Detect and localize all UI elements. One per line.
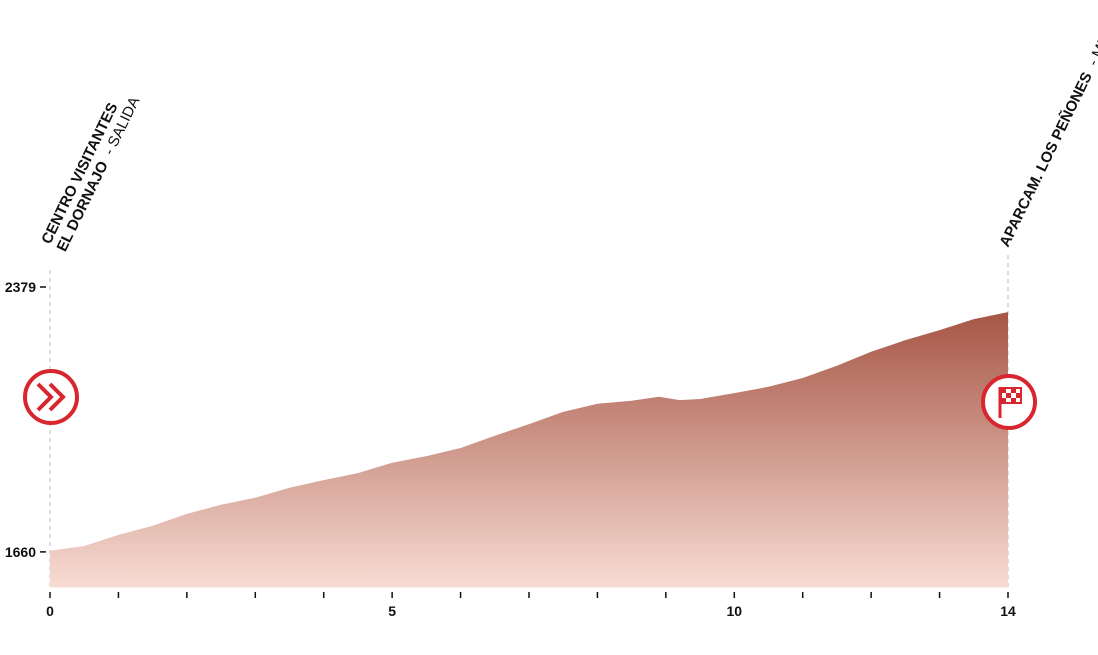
x-tick-label: 0 (46, 603, 54, 619)
y-tick-label: 1660 (5, 544, 36, 560)
finish-label: APARCAM. LOS PEÑONES - META (995, 16, 1098, 250)
finish-line-1: APARCAM. LOS PEÑONES (995, 69, 1095, 250)
elevation-area (50, 312, 1008, 588)
start-label: CENTRO VISITANTES EL DORNAJO - SALIDA (38, 87, 143, 255)
x-tick-label: 5 (388, 603, 396, 619)
plot: 1660 2379 0 5 10 14 (5, 279, 1016, 619)
finish-suffix: - META (1085, 17, 1098, 69)
start-icon (23, 369, 79, 425)
x-tick-label: 14 (1000, 603, 1016, 619)
x-tick-label: 10 (726, 603, 742, 619)
finish-icon (981, 374, 1037, 430)
y-tick-label: 2379 (5, 279, 36, 295)
